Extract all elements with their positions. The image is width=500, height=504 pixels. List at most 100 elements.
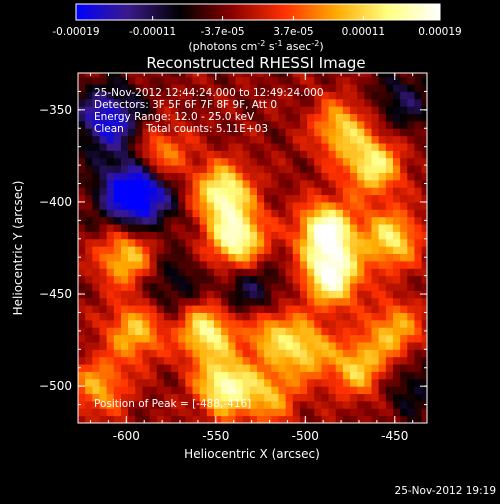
heatmap-cell — [264, 386, 272, 395]
heatmap-cell — [350, 143, 358, 151]
heatmap-cell — [113, 253, 122, 262]
heatmap-cell — [85, 297, 93, 306]
heatmap-cell — [99, 334, 108, 343]
heatmap-cell — [314, 378, 322, 387]
heatmap-cell — [392, 356, 401, 365]
heatmap-cell — [156, 260, 165, 269]
heatmap-cell — [235, 98, 244, 107]
heatmap-cell — [120, 260, 129, 269]
heatmap-cell — [328, 341, 337, 350]
heatmap-cell — [171, 371, 179, 380]
heatmap-cell — [106, 356, 115, 365]
heatmap-cell — [278, 165, 287, 173]
heatmap-cell — [407, 194, 415, 203]
heatmap-cell — [357, 98, 365, 107]
heatmap-cell — [128, 209, 136, 218]
heatmap-cell — [357, 341, 365, 350]
heatmap-cell — [120, 341, 129, 350]
heatmap-cell — [357, 135, 365, 144]
heatmap-cell — [256, 91, 265, 100]
heatmap-cell — [99, 319, 108, 328]
heatmap-cell — [249, 73, 258, 78]
heatmap-cell — [421, 224, 427, 232]
heatmap-cell — [307, 238, 315, 247]
heatmap-cell — [242, 305, 251, 313]
heatmap-cell — [264, 393, 272, 402]
heatmap-cell — [385, 157, 394, 166]
heatmap-cell — [371, 224, 380, 232]
heatmap-cell — [178, 172, 186, 181]
heatmap-cell — [221, 120, 229, 129]
heatmap-cell — [285, 275, 294, 284]
heatmap-cell — [385, 371, 394, 380]
heatmap-cell — [192, 246, 201, 255]
heatmap-cell — [392, 76, 401, 85]
heatmap-cell — [178, 135, 186, 144]
heatmap-cell — [350, 305, 358, 313]
heatmap-cell — [128, 120, 136, 129]
heatmap-cell — [299, 73, 308, 78]
heatmap-cell — [242, 143, 251, 151]
heatmap-cell — [156, 231, 165, 240]
heatmap-cell — [314, 371, 322, 380]
heatmap-cell — [128, 106, 136, 115]
heatmap-cell — [328, 224, 337, 232]
heatmap-cell — [364, 73, 373, 78]
heatmap-cell — [292, 106, 301, 115]
heatmap-cell — [149, 246, 158, 255]
heatmap-cell — [99, 73, 108, 78]
heatmap-cell — [78, 297, 86, 306]
heatmap-cell — [335, 260, 344, 269]
heatmap-cell — [85, 400, 93, 409]
heatmap-cell — [392, 327, 401, 336]
heatmap-cell — [242, 408, 251, 417]
heatmap-cell — [214, 172, 222, 181]
heatmap-cell — [113, 305, 122, 313]
heatmap-cell — [271, 106, 279, 115]
heatmap-cell — [113, 356, 122, 365]
heatmap-cell — [407, 364, 415, 372]
heatmap-cell — [242, 231, 251, 240]
heatmap-cell — [135, 231, 143, 240]
heatmap-cell — [285, 393, 294, 402]
heatmap-cell — [142, 260, 151, 269]
heatmap-cell — [206, 91, 215, 100]
heatmap-cell — [92, 393, 100, 402]
heatmap-cell — [235, 386, 244, 395]
heatmap-cell — [278, 268, 287, 277]
heatmap-cell — [142, 415, 151, 423]
heatmap-cell — [235, 187, 244, 196]
heatmap-cell — [328, 327, 337, 336]
heatmap-cell — [214, 275, 222, 284]
heatmap-cell — [199, 201, 208, 210]
heatmap-cell — [85, 253, 93, 262]
heatmap-cell — [92, 224, 100, 232]
heatmap-cell — [149, 334, 158, 343]
heatmap-cell — [321, 157, 330, 166]
heatmap-cell — [149, 297, 158, 306]
heatmap-cell — [99, 341, 108, 350]
heatmap-cell — [307, 364, 315, 372]
heatmap-cell — [156, 297, 165, 306]
heatmap-cell — [128, 297, 136, 306]
heatmap-cell — [206, 290, 215, 299]
heatmap-cell — [135, 334, 143, 343]
heatmap-cell — [414, 253, 423, 262]
heatmap-cell — [106, 84, 115, 92]
heatmap-cell — [307, 297, 315, 306]
heatmap-cell — [242, 334, 251, 343]
heatmap-cell — [99, 187, 108, 196]
heatmap-cell — [214, 364, 222, 372]
heatmap-cell — [342, 187, 351, 196]
heatmap-cell — [292, 341, 301, 350]
heatmap-cell — [350, 312, 358, 321]
heatmap-cell — [414, 216, 423, 225]
heatmap-cell — [92, 268, 100, 277]
heatmap-cell — [357, 246, 365, 255]
heatmap-cell — [92, 231, 100, 240]
heatmap-cell — [392, 216, 401, 225]
chart-title: Reconstructed RHESSI Image — [146, 54, 365, 72]
heatmap-cell — [328, 106, 337, 115]
heatmap-cell — [292, 349, 301, 358]
heatmap-cell — [242, 275, 251, 284]
